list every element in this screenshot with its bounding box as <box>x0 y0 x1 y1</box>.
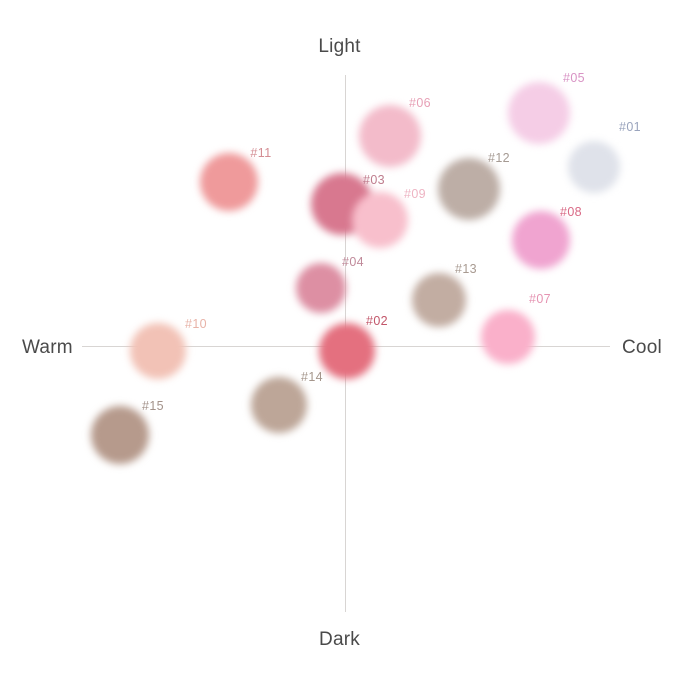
swatch-circle[interactable] <box>512 211 570 269</box>
swatch-label: #01 <box>618 120 642 134</box>
swatch-circle[interactable] <box>200 153 258 211</box>
swatch-label: #05 <box>562 71 586 85</box>
swatch-circle[interactable] <box>251 377 307 433</box>
swatch-label: #06 <box>408 96 432 110</box>
swatch-circle[interactable] <box>568 141 620 193</box>
swatch-circle[interactable] <box>296 263 346 313</box>
swatch-label: #02 <box>365 314 389 328</box>
axis-label-light: Light <box>318 36 361 57</box>
swatch-circle[interactable] <box>352 192 408 248</box>
swatch-label: #13 <box>454 262 478 276</box>
swatch-circle[interactable] <box>130 323 186 379</box>
swatch-circle[interactable] <box>412 273 466 327</box>
axis-label-warm: Warm <box>22 337 73 358</box>
swatch-label: #07 <box>528 292 552 306</box>
swatch-label: #11 <box>250 146 272 160</box>
swatch-circle[interactable] <box>438 158 500 220</box>
swatch-label: #04 <box>341 255 365 269</box>
swatch-circle[interactable] <box>508 82 570 144</box>
swatch-label: #15 <box>141 399 165 413</box>
axis-label-cool: Cool <box>622 337 662 358</box>
swatch-label: #03 <box>362 173 386 187</box>
swatch-circle[interactable] <box>481 310 535 364</box>
swatch-circle[interactable] <box>319 323 375 379</box>
swatch-label: #12 <box>487 151 511 165</box>
swatch-label: #08 <box>559 205 583 219</box>
swatch-circle[interactable] <box>359 105 421 167</box>
swatch-label: #10 <box>184 317 208 331</box>
axis-label-dark: Dark <box>319 629 360 650</box>
swatch-circle[interactable] <box>91 406 149 464</box>
swatch-label: #14 <box>300 370 324 384</box>
swatch-label: #09 <box>403 187 427 201</box>
